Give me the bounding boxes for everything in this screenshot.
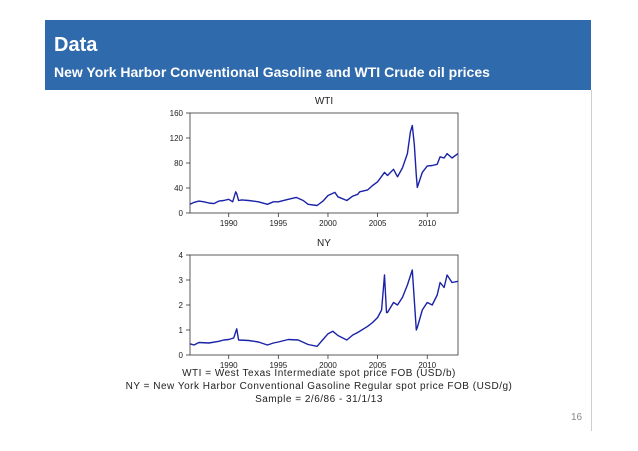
page-number: 16 [571,412,583,423]
ny-x-tick-label: 1990 [220,361,238,370]
slide-title: Data [54,34,98,56]
ny-y-tick-label: 3 [179,276,184,285]
ny-x-tick-label: 2005 [369,361,387,370]
ny-y-tick-label: 4 [179,251,184,260]
wti-x-tick-label: 2005 [369,219,387,228]
ny-y-tick-label: 0 [179,351,184,360]
ny-x-tick-label: 2000 [319,361,337,370]
wti-y-tick-label: 40 [174,184,183,193]
ny-price-series [189,269,459,347]
ny-plot-frame [189,254,459,356]
title-banner: Data New York Harbor Conventional Gasoli… [45,20,591,90]
wti-y-tick-label: 80 [174,159,183,168]
caption-ny: NY = New York Harbor Conventional Gasoli… [125,381,513,392]
slide-divider [591,90,592,431]
ny-x-tick-label: 2010 [418,361,436,370]
wti-price-series [189,124,459,207]
wti-plot-frame [189,112,459,214]
ny-y-tick-label: 1 [179,326,184,335]
ny-y-tick-label: 2 [179,301,184,310]
wti-y-tick-label: 0 [179,209,184,218]
ny-x-tick-label: 1995 [269,361,287,370]
slide-subtitle: New York Harbor Conventional Gasoline an… [54,64,490,80]
ny-chart-title: NY [317,238,331,249]
wti-x-tick-label: 1995 [269,219,287,228]
wti-x-tick-label: 2010 [418,219,436,228]
wti-y-tick-label: 120 [170,134,184,143]
wti-y-tick-label: 160 [170,109,184,118]
caption-sample: Sample = 2/6/86 - 31/1/13 [255,394,383,405]
wti-chart-title: WTI [315,96,333,107]
caption-wti: WTI = West Texas Intermediate spot price… [182,368,456,379]
wti-x-tick-label: 1990 [220,219,238,228]
wti-x-tick-label: 2000 [319,219,337,228]
